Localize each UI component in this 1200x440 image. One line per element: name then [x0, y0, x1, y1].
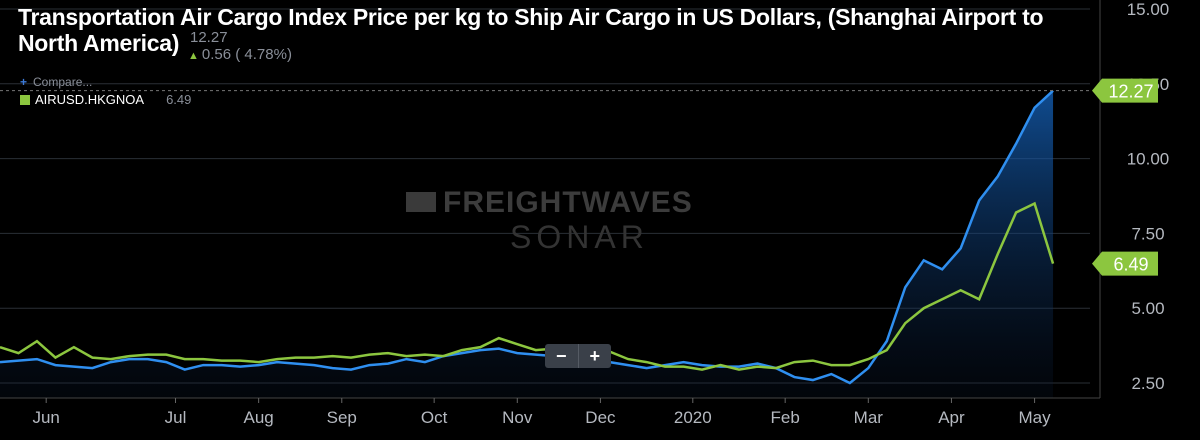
change-readout: ▲ 0.56 ( 4.78%)	[188, 46, 292, 63]
plus-icon: +	[20, 75, 28, 89]
zoom-in-button[interactable]: +	[589, 346, 600, 366]
watermark-line2: SONAR	[510, 219, 649, 255]
watermark-logo-bar	[406, 192, 436, 212]
zoom-out-button[interactable]: −	[555, 346, 567, 366]
watermark: FREIGHTWAVES SONAR	[406, 186, 693, 255]
legend-label: AIRUSD.HKGNOA	[35, 92, 145, 107]
zoom-divider	[577, 344, 579, 368]
compare-button[interactable]: + Compare...	[20, 75, 92, 89]
legend-item[interactable]: AIRUSD.HKGNOA 6.49	[20, 92, 191, 107]
x-tick-label-8: Feb	[771, 408, 800, 427]
x-tick-label-9: Mar	[854, 408, 884, 427]
x-tick-label-4: Oct	[421, 408, 448, 427]
y-tick-label-5: 15.00	[1127, 0, 1170, 19]
x-tick-label-6: Dec	[585, 408, 616, 427]
x-tick-label-1: Jul	[165, 408, 187, 427]
change-value: 0.56 ( 4.78%)	[201, 46, 292, 63]
legend-value: 6.49	[166, 92, 192, 107]
last-value-flags: 12.27 6.49	[1092, 78, 1158, 276]
x-tick-label-0: Jun	[32, 408, 59, 427]
x-tick-label-5: Nov	[502, 408, 533, 427]
y-tick-label-2: 7.50	[1131, 224, 1164, 243]
y-tick-label-1: 5.00	[1131, 299, 1164, 318]
y-tick-label-0: 2.50	[1131, 374, 1164, 393]
x-tick-label-2: Aug	[244, 408, 274, 427]
watermark-line1: FREIGHTWAVES	[443, 186, 693, 219]
series-green-line	[0, 201, 1055, 371]
compare-label: Compare...	[33, 75, 93, 89]
y-tick-label-3: 10.00	[1127, 150, 1170, 169]
series-blue-area	[0, 90, 1054, 398]
legend-swatch	[20, 95, 30, 105]
x-tick-label-10: Apr	[938, 408, 965, 427]
x-tick-label-7: 2020	[674, 408, 712, 427]
x-tick-label-11: May	[1019, 408, 1052, 427]
x-axis: Jun Jul Aug Sep Oct Nov Dec 2020 Feb Mar Apr May	[0, 397, 1100, 427]
last-flag-blue-text: 12.27	[1108, 82, 1153, 102]
x-tick-label-3: Sep	[327, 408, 357, 427]
last-value: 12.27	[190, 29, 228, 46]
last-flag-blue-bg	[1092, 78, 1158, 103]
last-flag-green-text: 6.49	[1113, 255, 1148, 275]
last-flag-green-bg	[1092, 251, 1158, 276]
arrow-up-icon: ▲	[188, 50, 199, 62]
zoom-control: − +	[545, 344, 611, 368]
chart-title: Transportation Air Cargo Index Price per…	[18, 4, 1044, 56]
